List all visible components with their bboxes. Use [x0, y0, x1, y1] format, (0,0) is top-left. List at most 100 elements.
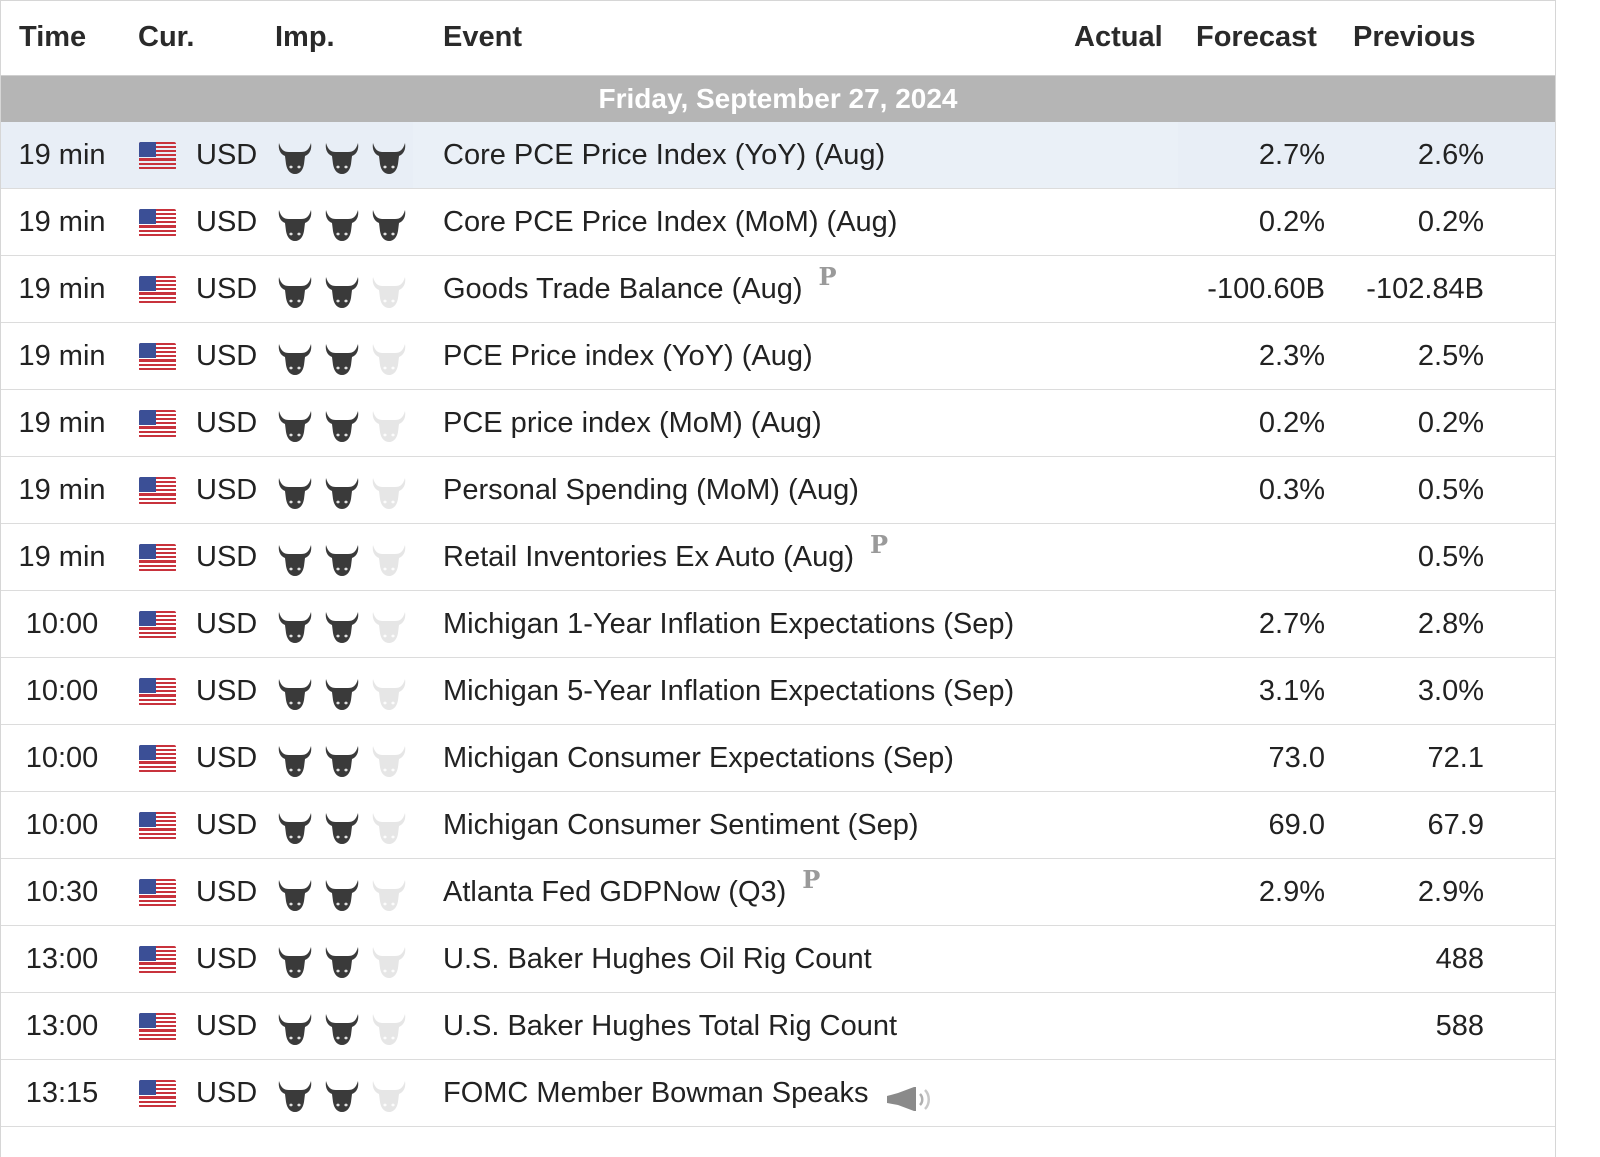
- event-name-cell[interactable]: Michigan 1-Year Inflation Expectations (…: [443, 591, 1014, 657]
- event-previous: 3.0%: [1417, 675, 1484, 707]
- event-time: 19 min: [18, 340, 106, 372]
- event-name[interactable]: FOMC Member Bowman Speaks: [443, 1077, 869, 1109]
- importance-rating: [275, 737, 415, 777]
- header-time[interactable]: Time: [19, 21, 87, 53]
- event-currency: USD: [196, 742, 258, 774]
- table-row[interactable]: 10:00 USD Michigan Consumer Sentiment (Sep…: [1, 792, 1555, 859]
- event-name-cell[interactable]: Michigan 5-Year Inflation Expectations (…: [443, 658, 1014, 724]
- event-name-cell[interactable]: Core PCE Price Index (YoY) (Aug): [443, 122, 885, 188]
- event-name[interactable]: Michigan 5-Year Inflation Expectations (…: [443, 675, 1015, 707]
- bull-icon-filled: [275, 402, 315, 442]
- importance-rating: [275, 938, 415, 978]
- event-previous: 72.1: [1427, 742, 1484, 774]
- event-previous: -102.84B: [1366, 273, 1484, 305]
- header-event[interactable]: Event: [443, 21, 522, 53]
- row-highlight: [413, 122, 1178, 188]
- event-name-cell[interactable]: U.S. Baker Hughes Oil Rig Count: [443, 926, 872, 992]
- bull-icon-filled: [322, 268, 362, 308]
- bull-icon-filled: [275, 871, 315, 911]
- bull-icon-empty: [369, 1005, 409, 1045]
- event-name-cell[interactable]: Core PCE Price Index (MoM) (Aug): [443, 189, 897, 255]
- table-row[interactable]: 13:00 USD U.S. Baker Hughes Total Rig Coun…: [1, 993, 1555, 1060]
- event-name[interactable]: U.S. Baker Hughes Total Rig Count: [443, 1010, 898, 1042]
- event-name-cell[interactable]: Michigan Consumer Expectations (Sep): [443, 725, 954, 791]
- event-name-cell[interactable]: Atlanta Fed GDPNow (Q3) P: [443, 859, 820, 925]
- table-row[interactable]: 19 min USD PCE price index (MoM) (Aug) 0.2%…: [1, 390, 1555, 457]
- event-name-cell[interactable]: Retail Inventories Ex Auto (Aug) P: [443, 524, 888, 590]
- event-name-cell[interactable]: Goods Trade Balance (Aug) P: [443, 256, 837, 322]
- importance-rating: [275, 268, 415, 308]
- table-header: Time Cur. Imp. Event Actual Forecast Pre…: [1, 1, 1555, 76]
- table-row[interactable]: 10:00 USD Michigan 1-Year Inflation Expect…: [1, 591, 1555, 658]
- event-name[interactable]: Michigan 1-Year Inflation Expectations (…: [443, 608, 1015, 640]
- header-actual[interactable]: Actual: [1074, 21, 1163, 53]
- event-currency: USD: [196, 139, 258, 171]
- event-name-cell[interactable]: FOMC Member Bowman Speaks: [443, 1060, 932, 1126]
- header-currency[interactable]: Cur.: [138, 21, 195, 53]
- bull-icon-filled: [322, 134, 362, 174]
- event-time: 10:30: [25, 876, 99, 908]
- header-importance[interactable]: Imp.: [275, 21, 335, 53]
- event-name-cell[interactable]: Personal Spending (MoM) (Aug): [443, 457, 859, 523]
- bull-icon-filled: [322, 469, 362, 509]
- event-forecast: [1181, 926, 1325, 992]
- bull-icon-filled: [275, 938, 315, 978]
- event-name-cell[interactable]: U.S. Baker Hughes Total Rig Count: [443, 993, 897, 1059]
- event-name-cell[interactable]: PCE Price index (YoY) (Aug): [443, 323, 813, 389]
- event-name[interactable]: Atlanta Fed GDPNow (Q3): [443, 876, 787, 908]
- importance-rating: [275, 201, 415, 241]
- event-forecast: 3.1%: [1258, 675, 1325, 707]
- table-row[interactable]: 10:30 USD Atlanta Fed GDPNow (Q3) P 2.9% 2.9%: [1, 859, 1555, 926]
- table-row[interactable]: 19 min USD PCE Price index (YoY) (Aug) 2.3%…: [1, 323, 1555, 390]
- event-name-cell[interactable]: Michigan Consumer Sentiment (Sep): [443, 792, 918, 858]
- table-row[interactable]: 13:15 USD FOMC Member Bowman Speaks: [1, 1060, 1555, 1127]
- bull-icon-empty: [369, 335, 409, 375]
- event-currency: USD: [196, 1010, 258, 1042]
- event-name[interactable]: U.S. Baker Hughes Oil Rig Count: [443, 943, 872, 975]
- event-name-cell[interactable]: PCE price index (MoM) (Aug): [443, 390, 822, 456]
- table-row[interactable]: 19 min USD Core PCE Price Index (YoY) (Aug…: [1, 122, 1555, 189]
- event-forecast: 73.0: [1268, 742, 1325, 774]
- bull-icon-filled: [275, 1005, 315, 1045]
- event-name[interactable]: Goods Trade Balance (Aug): [443, 273, 803, 305]
- header-previous[interactable]: Previous: [1353, 21, 1476, 53]
- event-previous: 0.5%: [1417, 541, 1484, 573]
- us-flag-icon: [139, 1013, 176, 1041]
- event-time: 13:00: [25, 943, 99, 975]
- preliminary-badge: P: [802, 865, 821, 894]
- event-forecast: [1181, 993, 1325, 1059]
- economic-calendar-table: Time Cur. Imp. Event Actual Forecast Pre…: [0, 0, 1556, 1157]
- event-forecast: 2.3%: [1258, 340, 1325, 372]
- table-row[interactable]: 13:00 USD U.S. Baker Hughes Oil Rig Count 4…: [1, 926, 1555, 993]
- event-name[interactable]: Core PCE Price Index (YoY) (Aug): [443, 139, 886, 171]
- event-currency: USD: [196, 273, 258, 305]
- event-name[interactable]: PCE Price index (YoY) (Aug): [443, 340, 813, 372]
- table-row[interactable]: 19 min USD Personal Spending (MoM) (Aug) 0.…: [1, 457, 1555, 524]
- event-name[interactable]: Core PCE Price Index (MoM) (Aug): [443, 206, 898, 238]
- bull-icon-empty: [369, 536, 409, 576]
- table-row[interactable]: 10:00 USD Michigan 5-Year Inflation Expect…: [1, 658, 1555, 725]
- event-forecast: [1181, 1060, 1325, 1126]
- event-previous: 0.2%: [1417, 407, 1484, 439]
- event-name[interactable]: Michigan Consumer Sentiment (Sep): [443, 809, 919, 841]
- table-row[interactable]: 19 min USD Retail Inventories Ex Auto (Aug…: [1, 524, 1555, 591]
- us-flag-icon: [139, 276, 176, 304]
- bull-icon-filled: [322, 1072, 362, 1112]
- event-name[interactable]: Personal Spending (MoM) (Aug): [443, 474, 859, 506]
- event-name[interactable]: Michigan Consumer Expectations (Sep): [443, 742, 954, 774]
- header-forecast[interactable]: Forecast: [1196, 21, 1317, 53]
- event-name[interactable]: Retail Inventories Ex Auto (Aug): [443, 541, 855, 573]
- us-flag-icon: [139, 1080, 176, 1108]
- event-previous: 0.2%: [1417, 206, 1484, 238]
- table-row[interactable]: 10:00 USD Michigan Consumer Expectations (…: [1, 725, 1555, 792]
- bull-icon-filled: [369, 134, 409, 174]
- bull-icon-filled: [322, 536, 362, 576]
- event-currency: USD: [196, 809, 258, 841]
- event-forecast: -100.60B: [1207, 273, 1325, 305]
- table-row[interactable]: 19 min USD Goods Trade Balance (Aug) P -100.…: [1, 256, 1555, 323]
- table-row[interactable]: 19 min USD Core PCE Price Index (MoM) (Aug…: [1, 189, 1555, 256]
- event-name[interactable]: PCE price index (MoM) (Aug): [443, 407, 822, 439]
- importance-rating: [275, 804, 415, 844]
- bull-icon-empty: [369, 737, 409, 777]
- bull-icon-empty: [369, 469, 409, 509]
